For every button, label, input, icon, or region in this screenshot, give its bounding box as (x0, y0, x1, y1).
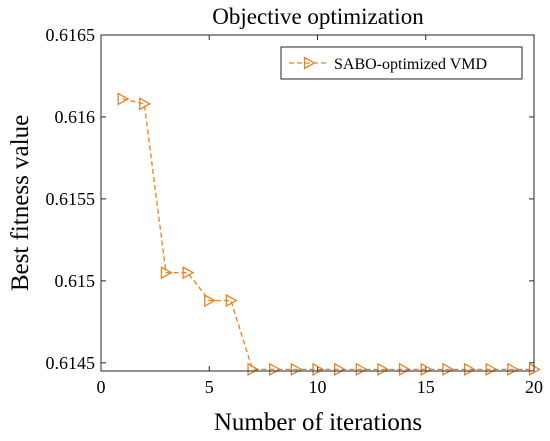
x-tick-label: 20 (525, 377, 543, 397)
x-axis-label: Number of iterations (214, 409, 422, 436)
plot-area-frame (100, 34, 535, 372)
data-point-marker (160, 266, 173, 280)
axis-ticks: 0 5 10 15 20 0.6145 0.615 0.6155 0.616 0.6165 (46, 25, 544, 397)
data-point-marker (312, 362, 325, 376)
chart-title: Objective optimization (212, 4, 424, 29)
y-axis-label: Best fitness value (7, 115, 34, 291)
y-tick-label: 0.6165 (46, 25, 96, 45)
data-point-marker (463, 362, 476, 376)
y-tick-label: 0.616 (55, 107, 96, 127)
data-point-marker (204, 293, 217, 308)
legend: SABO-optimized VMD (280, 46, 523, 80)
legend-series-label: SABO-optimized VMD (334, 56, 487, 73)
data-point-marker (398, 362, 411, 376)
y-tick-label: 0.6155 (46, 189, 96, 209)
data-point-marker (247, 362, 260, 376)
data-point-marker (485, 362, 498, 376)
x-tick-label: 15 (417, 377, 435, 397)
x-tick-label: 10 (309, 377, 327, 397)
data-point-marker (377, 362, 390, 376)
data-point-marker (117, 92, 130, 106)
data-point-marker (507, 362, 520, 376)
x-tick-label: 5 (205, 377, 214, 397)
legend-marker-triangle-right (303, 56, 316, 70)
data-point-marker (225, 293, 238, 308)
data-point-marker (420, 362, 433, 376)
data-point-marker (290, 362, 303, 376)
data-point-marker (355, 362, 368, 376)
data-point-marker (442, 362, 455, 376)
series-line (122, 98, 534, 371)
data-point-marker (269, 362, 282, 376)
series-layer (117, 92, 541, 376)
x-tick-label: 0 (97, 377, 106, 397)
y-tick-label: 0.6145 (46, 353, 96, 373)
data-point-marker (139, 97, 152, 111)
y-tick-label: 0.615 (55, 271, 96, 291)
data-point-marker (334, 362, 346, 376)
data-point-marker (182, 266, 195, 280)
